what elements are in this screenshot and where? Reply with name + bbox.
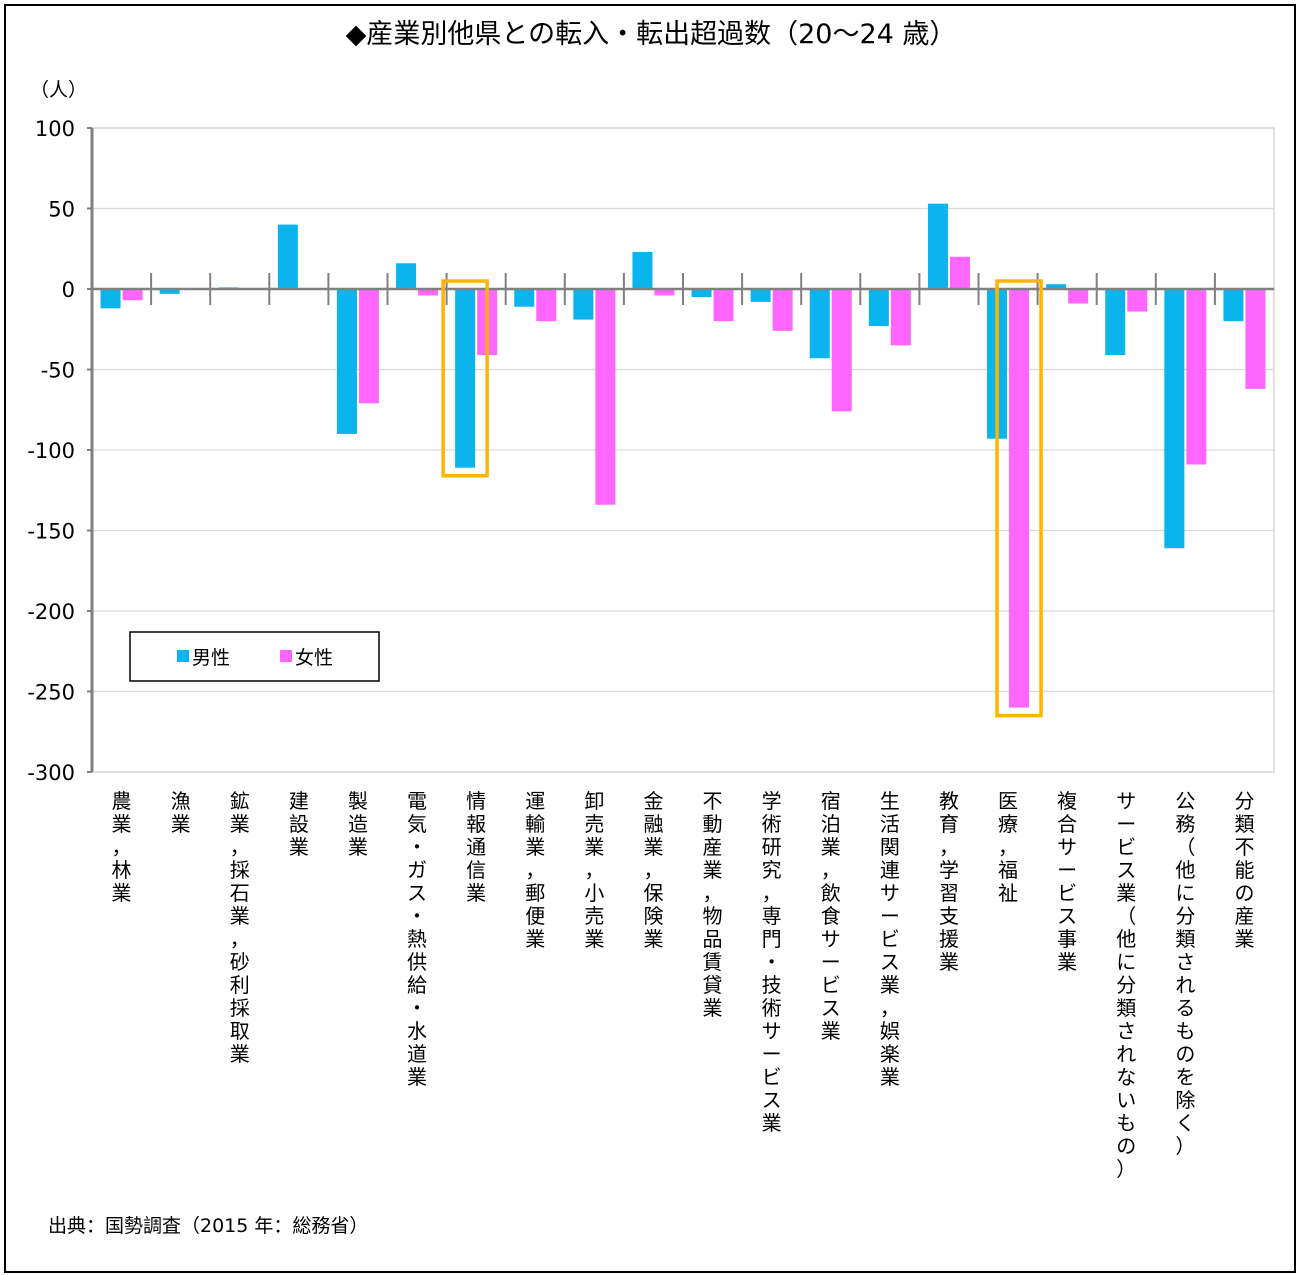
bar-female bbox=[1127, 289, 1148, 312]
legend-swatch-male bbox=[177, 650, 189, 662]
legend-swatch-female bbox=[280, 650, 292, 662]
bar-female bbox=[1186, 289, 1207, 465]
bars bbox=[100, 203, 1266, 708]
x-category-label: 教育，学習支援業 bbox=[939, 789, 959, 974]
x-category-label: 複合サービス事業 bbox=[1057, 789, 1077, 974]
bar-male bbox=[868, 289, 889, 327]
x-category-label: 鉱業，採石業，砂利採取業 bbox=[230, 789, 250, 1066]
bar-male bbox=[1164, 289, 1185, 549]
bar-male bbox=[1046, 284, 1067, 289]
x-category-label: 農業，林業 bbox=[112, 789, 132, 905]
x-category-label: 公務（他に分類されるものを除く） bbox=[1175, 789, 1195, 1158]
bar-male bbox=[100, 289, 121, 309]
x-category-label: 宿泊業，飲食サービス業 bbox=[821, 789, 841, 1043]
x-category-label: サービス業（他に分類されないもの） bbox=[1116, 789, 1136, 1181]
x-axis-category-labels: 農業，林業 漁業 鉱業，採石業，砂利採取業 建設業 製造業 電気・ガス・熱供給・水道業 情報… bbox=[112, 789, 1255, 1181]
legend-label-female: 女性 bbox=[295, 647, 333, 669]
bar-male bbox=[336, 289, 357, 434]
bar-female bbox=[949, 256, 970, 289]
bar-male bbox=[809, 289, 830, 359]
legend-box bbox=[129, 631, 380, 682]
bar-male bbox=[1105, 289, 1126, 356]
bar-male bbox=[277, 224, 298, 289]
y-tick-label: 0 bbox=[62, 278, 75, 302]
y-tick-label: -200 bbox=[27, 600, 75, 624]
y-axis-ticks: 100 50 0 -50 -100 -150 -200 -250 -300 bbox=[27, 117, 92, 785]
bar-male bbox=[927, 203, 948, 289]
bar-female bbox=[772, 289, 793, 331]
bar-female bbox=[122, 289, 143, 301]
x-category-label: 建設業 bbox=[289, 789, 309, 859]
bar-male bbox=[455, 289, 476, 468]
x-category-label: 学術研究，専門・技術サービス業 bbox=[762, 789, 782, 1135]
bar-female bbox=[536, 289, 557, 322]
y-tick-label: -300 bbox=[27, 761, 75, 785]
y-tick-label: 50 bbox=[48, 198, 75, 222]
x-category-label: 不動産業，物品賃貸業 bbox=[703, 789, 723, 1020]
source-note: 出典：国勢調査（2015 年：総務省） bbox=[48, 1215, 369, 1237]
x-category-label: 金融業，保険業 bbox=[643, 789, 663, 951]
y-axis-unit-label: （人） bbox=[30, 79, 87, 101]
bar-female bbox=[1245, 289, 1266, 389]
bar-male bbox=[573, 289, 594, 320]
y-tick-label: -250 bbox=[27, 681, 75, 705]
y-tick-label: -100 bbox=[27, 439, 75, 463]
y-tick-label: -50 bbox=[41, 359, 75, 383]
bar-male bbox=[632, 251, 653, 289]
x-category-label: 卸売業，小売業 bbox=[584, 789, 604, 951]
bar-male bbox=[691, 289, 712, 298]
legend-label-male: 男性 bbox=[192, 647, 230, 669]
bar-male bbox=[159, 289, 180, 294]
bar-female bbox=[358, 289, 379, 404]
highlight-box bbox=[995, 279, 1043, 718]
bar-female bbox=[1009, 289, 1030, 708]
bar-male bbox=[750, 289, 771, 302]
bar-female bbox=[713, 289, 734, 322]
bar-male bbox=[1223, 289, 1244, 322]
legend: 男性 女性 bbox=[129, 631, 380, 682]
bar-female bbox=[418, 289, 439, 296]
bar-female bbox=[595, 289, 616, 505]
y-tick-label: -150 bbox=[27, 520, 75, 544]
chart-title: ◆産業別他県との転入・転出超過数（20〜24 歳） bbox=[346, 19, 957, 50]
bar-female bbox=[831, 289, 852, 412]
bar-female bbox=[1068, 289, 1089, 304]
bar-female bbox=[890, 289, 911, 346]
x-category-label: 電気・ガス・熱供給・水道業 bbox=[407, 789, 427, 1089]
x-category-label: 生活関連サービス業，娯楽業 bbox=[880, 789, 900, 1089]
x-axis bbox=[90, 128, 1274, 772]
x-category-label: 医療，福祉 bbox=[998, 789, 1018, 905]
bar-male bbox=[396, 263, 417, 289]
y-tick-label: 100 bbox=[35, 117, 75, 141]
gridlines bbox=[92, 127, 1274, 773]
bar-female bbox=[654, 289, 675, 296]
x-category-label: 製造業 bbox=[348, 789, 368, 859]
highlight-box bbox=[441, 279, 489, 478]
bar-male bbox=[514, 289, 535, 307]
x-category-label: 情報通信業 bbox=[466, 789, 486, 905]
x-category-label: 運輸業，郵便業 bbox=[525, 789, 545, 951]
highlight-boxes bbox=[441, 279, 1043, 718]
x-category-label: 漁業 bbox=[171, 789, 191, 836]
x-category-label: 分類不能の産業 bbox=[1234, 789, 1254, 951]
